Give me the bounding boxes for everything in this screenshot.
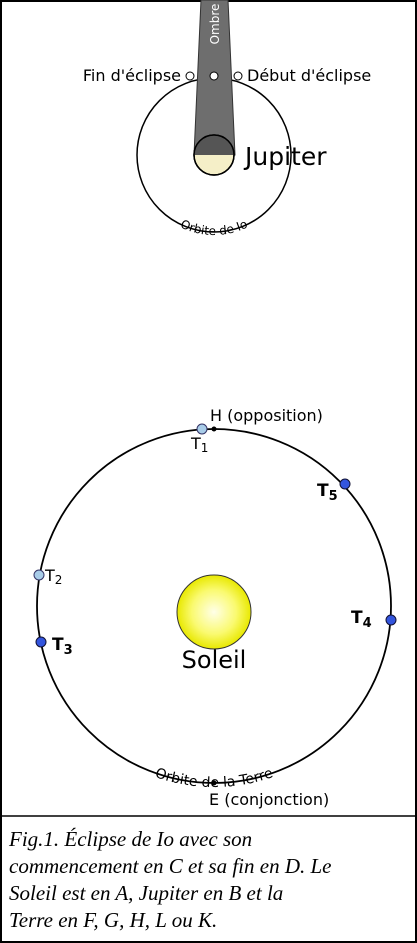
shadow-label: Ombre xyxy=(208,4,222,45)
opposition-label: H (opposition) xyxy=(210,406,323,425)
position-letter: T xyxy=(351,608,363,628)
caption-line: Terre en F, G, H, L ou K. xyxy=(9,908,217,932)
conjunction-label: E (conjonction) xyxy=(209,790,329,809)
position-index: 3 xyxy=(64,643,73,658)
position-letter: T xyxy=(52,635,64,655)
caption-line: commencement en C et sa fin en D. Le xyxy=(9,854,332,878)
io-point xyxy=(186,72,194,80)
earth-position xyxy=(36,637,46,647)
eclipse-start-label: Début d'éclipse xyxy=(247,66,371,85)
opposition-point xyxy=(212,427,217,432)
position-letter: T xyxy=(317,481,329,501)
io-point xyxy=(210,72,218,80)
figure: Ombre Fin d'éclipse Début d'éclipse Jupi… xyxy=(0,0,417,943)
io-point xyxy=(234,72,242,80)
position-index: 1 xyxy=(201,441,209,455)
earth-position xyxy=(197,424,207,434)
sun xyxy=(177,575,251,649)
earth-position xyxy=(340,479,350,489)
position-letter: T xyxy=(190,434,201,453)
eclipse-end-label: Fin d'éclipse xyxy=(83,66,181,85)
position-letter: T xyxy=(44,566,55,585)
caption-line: Soleil est en A, Jupiter en B et la xyxy=(9,881,283,905)
position-index: 2 xyxy=(55,573,63,587)
caption-line: Fig.1. Éclipse de Io avec son xyxy=(8,827,252,851)
position-index: 5 xyxy=(329,489,338,504)
earth-position xyxy=(386,615,396,625)
earth-position xyxy=(34,570,44,580)
jupiter-label: Jupiter xyxy=(243,142,327,171)
position-index: 4 xyxy=(363,616,372,631)
sun-label: Soleil xyxy=(182,646,247,674)
